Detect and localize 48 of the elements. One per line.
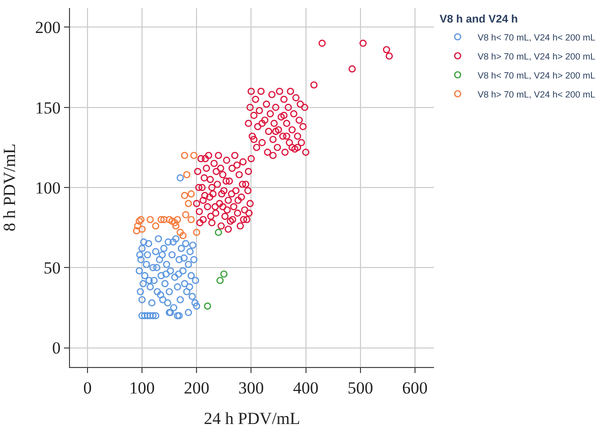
point xyxy=(171,219,178,226)
point xyxy=(160,216,168,224)
x-tick-label: 300 xyxy=(238,378,264,398)
point xyxy=(138,226,146,233)
point xyxy=(214,228,222,236)
point xyxy=(220,270,228,278)
y-tick-label: 50 xyxy=(44,258,61,278)
point xyxy=(152,222,160,230)
point xyxy=(172,222,180,230)
point xyxy=(168,218,176,225)
x-tick-label: 200 xyxy=(184,378,210,398)
point xyxy=(188,190,195,198)
y-tick-label: 100 xyxy=(35,178,61,198)
x-axis-title: 24 h PDV/mL xyxy=(204,408,300,428)
legend-label: V8 h> 70 mL, V24 h< 200 mL xyxy=(478,89,596,100)
point xyxy=(158,216,165,224)
point xyxy=(184,200,192,208)
y-tick-label: 200 xyxy=(35,18,61,38)
point xyxy=(176,228,184,236)
point xyxy=(181,152,188,160)
point xyxy=(193,228,200,236)
point xyxy=(190,152,198,160)
point xyxy=(204,302,212,310)
legend-title: V8 h and V24 h xyxy=(440,13,518,26)
point xyxy=(216,276,224,284)
legend-label: V8 h< 70 mL, V24 h> 200 mL xyxy=(478,70,596,80)
x-tick-label: 400 xyxy=(293,378,318,398)
point xyxy=(166,216,173,224)
point xyxy=(136,218,143,225)
point xyxy=(183,171,190,178)
point xyxy=(188,216,195,224)
x-tick-label: 500 xyxy=(348,378,374,398)
point xyxy=(146,216,154,224)
point xyxy=(182,211,190,218)
point xyxy=(181,192,188,200)
point xyxy=(179,232,187,240)
x-tick-label: 0 xyxy=(83,378,92,398)
y-tick-label: 0 xyxy=(52,338,61,358)
legend-label: V8 h< 70 mL, V24 h< 200 mL xyxy=(478,32,596,42)
y-tick-label: 150 xyxy=(35,98,61,118)
point xyxy=(174,216,182,224)
point xyxy=(137,216,145,224)
x-tick-label: 600 xyxy=(402,378,428,398)
point xyxy=(134,222,142,230)
point xyxy=(132,227,140,234)
y-axis-title: 8 h PDV/mL xyxy=(0,144,19,232)
legend-label: V8 h> 70 mL, V24 h> 200 mL xyxy=(478,51,596,62)
x-tick-label: 100 xyxy=(129,378,155,398)
